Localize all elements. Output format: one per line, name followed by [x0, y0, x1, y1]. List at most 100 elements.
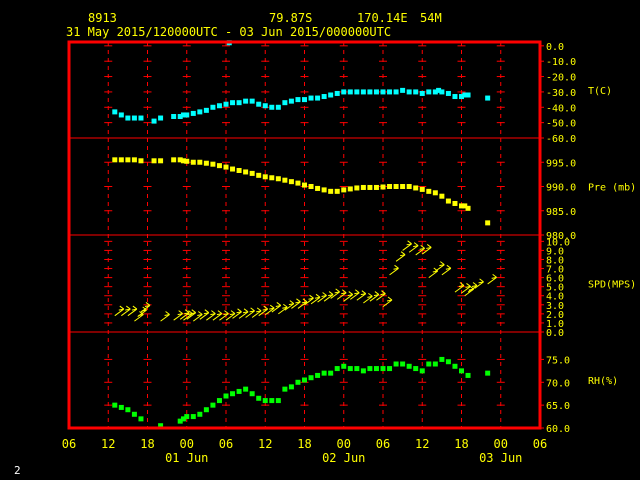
wind-barb [212, 310, 223, 321]
wind-barb [232, 308, 242, 319]
x-tick-label: 12 [101, 437, 115, 451]
pressure-point [426, 188, 432, 194]
temperature-tick-label: -50.0 [546, 119, 576, 130]
wind-barb [199, 309, 210, 320]
temperature-tick-label: -30.0 [546, 88, 576, 99]
temperature-point [177, 113, 183, 119]
humidity-point [308, 375, 314, 381]
humidity-tick-label: 60.0 [546, 424, 570, 435]
wind-barb [310, 293, 321, 305]
humidity-point [112, 402, 118, 408]
temperature-point [406, 89, 412, 95]
wind-barb [415, 244, 426, 256]
humidity-point [184, 414, 190, 420]
humidity-point [328, 370, 334, 376]
wind-barb [369, 291, 380, 302]
temperature-point [197, 109, 203, 115]
temperature-point [203, 107, 209, 113]
wind-barb [225, 310, 236, 321]
humidity-point [413, 366, 419, 372]
humidity-point [275, 398, 281, 404]
pressure-point [367, 184, 373, 190]
humidity-point [334, 366, 340, 372]
date-label: 03 Jun [479, 451, 522, 465]
pressure-point [373, 184, 379, 190]
temperature-point [125, 115, 131, 121]
temperature-point [112, 109, 118, 115]
pressure-point [459, 203, 464, 209]
temperature-point [439, 89, 445, 95]
pressure-point [275, 176, 281, 182]
station-id: 8913 [88, 11, 117, 25]
pressure-point [288, 179, 294, 185]
wind-barb [395, 251, 406, 262]
wind-barb [343, 291, 354, 302]
pressure-point [197, 159, 203, 165]
pressure-point [177, 157, 183, 163]
wind-barb [356, 290, 367, 301]
humidity-tick-label: 75.0 [546, 355, 570, 366]
temperature-point [275, 104, 281, 110]
wind-barb [114, 305, 125, 317]
temperature-tick-label: -20.0 [546, 73, 576, 84]
pressure-point [249, 170, 255, 176]
temperature-label: T(C) [588, 86, 612, 97]
wind-barb [363, 292, 373, 304]
wind-tick-label: 10.0 [546, 237, 570, 248]
wind-barb [121, 305, 131, 317]
wind-barb [474, 278, 484, 289]
temperature-point [190, 110, 196, 116]
x-tick-label: 00 [337, 437, 351, 451]
pressure-point [210, 161, 216, 167]
humidity-point [269, 398, 275, 404]
pressure-tick-label: 980.0 [546, 231, 576, 242]
wind-tick-label: 5.0 [546, 283, 564, 294]
temperature-point [465, 92, 471, 98]
wind-tick-label: 3.0 [546, 301, 564, 312]
temperature-point [334, 90, 340, 96]
pressure-point [315, 185, 321, 191]
humidity-point [177, 418, 183, 424]
humidity-point [432, 361, 438, 367]
wind-barb [238, 308, 249, 319]
humidity-point [400, 361, 406, 367]
humidity-point [419, 368, 425, 374]
wind-barb [317, 292, 327, 303]
humidity-point [341, 363, 347, 369]
wind-barb [349, 289, 360, 300]
temperature-point [360, 89, 366, 95]
x-tick-label: 06 [62, 437, 76, 451]
humidity-tick-label: 65.0 [546, 401, 570, 412]
pressure-point [118, 157, 124, 163]
pressure-point [419, 186, 425, 192]
humidity-point [426, 361, 432, 367]
x-tick-label: 00 [180, 437, 194, 451]
wind-barb [389, 264, 399, 276]
temperature-point [236, 100, 242, 106]
humidity-point [360, 368, 366, 374]
pressure-point [393, 184, 399, 189]
temperature-point [282, 100, 288, 106]
humidity-point [256, 395, 262, 401]
temperature-point [131, 115, 137, 121]
elevation: 54M [420, 11, 442, 25]
pressure-point [282, 177, 288, 183]
x-tick-label: 18 [454, 437, 468, 451]
humidity-point [452, 363, 458, 369]
wind-barb [284, 300, 295, 311]
temperature-point [308, 95, 314, 101]
pressure-point [439, 193, 445, 199]
humidity-point [282, 386, 288, 392]
wind-barb [467, 282, 478, 293]
temperature-point [230, 100, 236, 106]
wind-barb [127, 305, 138, 317]
wind-barb [435, 261, 445, 272]
temperature-point [393, 89, 399, 95]
wind-barb [245, 307, 255, 318]
x-tick-label: 12 [415, 437, 429, 451]
pressure-point [230, 166, 236, 172]
pressure-point [380, 184, 386, 190]
temperature-point [419, 90, 425, 96]
humidity-point [439, 356, 445, 362]
wind-barb [376, 290, 386, 301]
